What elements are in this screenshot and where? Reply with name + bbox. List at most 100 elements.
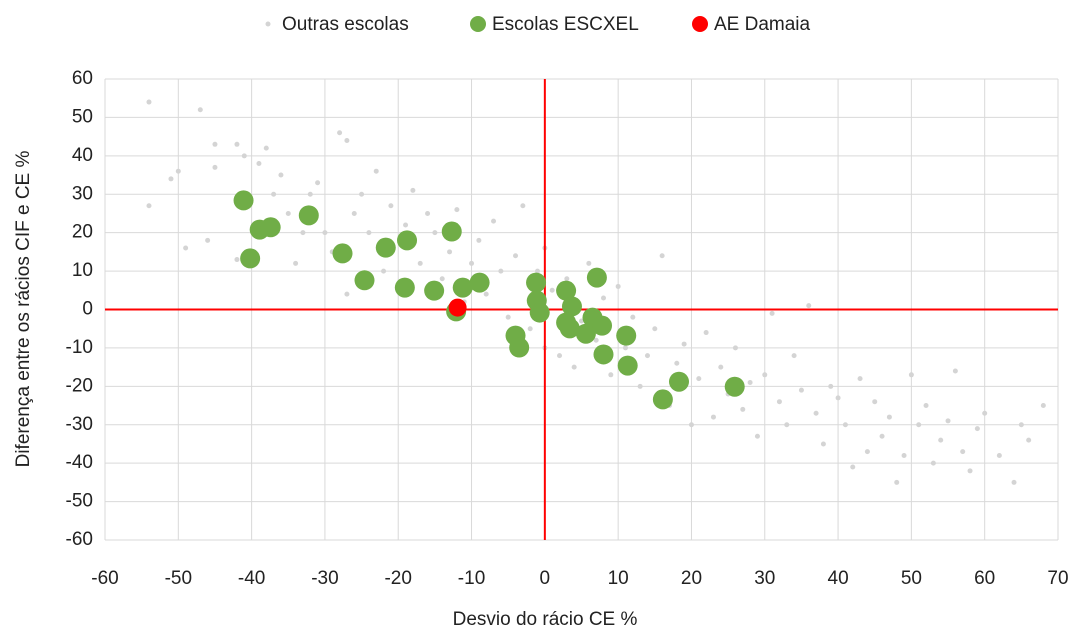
- point: [1040, 403, 1046, 409]
- point: [769, 310, 775, 316]
- point: [659, 253, 665, 259]
- point: [527, 326, 533, 332]
- point: [586, 267, 607, 288]
- point: [974, 426, 980, 432]
- y-tick-label: 10: [72, 260, 93, 281]
- point: [454, 207, 460, 213]
- point: [747, 379, 753, 385]
- point: [798, 387, 804, 393]
- point: [315, 180, 321, 186]
- point: [337, 130, 343, 136]
- x-tick-label: 70: [1047, 568, 1068, 589]
- point: [241, 153, 247, 159]
- point: [424, 280, 445, 301]
- point: [344, 137, 350, 143]
- x-tick-label: 40: [828, 568, 849, 589]
- point: [652, 326, 658, 332]
- point: [205, 237, 211, 243]
- point: [754, 433, 760, 439]
- y-tick-label: -10: [66, 337, 93, 358]
- point: [637, 383, 643, 389]
- point: [197, 107, 203, 113]
- point: [776, 399, 782, 405]
- point: [447, 249, 453, 255]
- point: [234, 257, 240, 263]
- point: [703, 330, 709, 336]
- point: [344, 291, 350, 297]
- point: [240, 248, 261, 269]
- point: [923, 403, 929, 409]
- point: [564, 276, 570, 282]
- point: [410, 187, 416, 193]
- point: [617, 355, 638, 376]
- point: [674, 360, 680, 366]
- point: [806, 303, 812, 309]
- point: [394, 277, 415, 298]
- point: [593, 337, 599, 343]
- point: [448, 298, 467, 317]
- point: [183, 245, 189, 251]
- point: [835, 395, 841, 401]
- point: [359, 191, 365, 197]
- y-tick-label: 20: [72, 222, 93, 243]
- point: [307, 191, 313, 197]
- point: [366, 230, 372, 236]
- point: [916, 422, 922, 428]
- point: [212, 141, 218, 147]
- point: [718, 364, 724, 370]
- x-tick-label: 10: [608, 568, 629, 589]
- point: [469, 272, 490, 293]
- point: [668, 371, 689, 392]
- point: [561, 296, 582, 317]
- point: [397, 230, 418, 251]
- y-tick-label: 0: [82, 299, 93, 320]
- y-axis-title: Diferença entre os rácios CIF e CE %: [13, 151, 34, 468]
- point: [762, 372, 768, 378]
- point: [688, 422, 694, 428]
- point: [586, 260, 592, 266]
- point: [439, 276, 445, 282]
- point: [212, 164, 218, 170]
- point: [967, 468, 973, 474]
- legend-label: AE Damaia: [714, 14, 811, 35]
- point: [432, 230, 438, 236]
- point: [571, 364, 577, 370]
- point: [894, 479, 900, 485]
- point: [285, 210, 291, 216]
- legend-marker: [470, 16, 486, 32]
- x-tick-label: -60: [91, 568, 118, 589]
- point: [483, 291, 489, 297]
- point: [879, 433, 885, 439]
- legend-marker: [692, 16, 708, 32]
- point: [375, 237, 396, 258]
- y-tick-label: -20: [66, 375, 93, 396]
- point: [857, 376, 863, 382]
- point: [652, 389, 673, 410]
- point: [791, 353, 797, 359]
- point: [886, 414, 892, 420]
- point: [233, 190, 254, 211]
- point: [575, 323, 596, 344]
- point: [724, 376, 745, 397]
- point: [842, 422, 848, 428]
- point: [271, 191, 277, 197]
- point: [784, 422, 790, 428]
- point: [256, 161, 262, 167]
- point: [373, 168, 379, 174]
- point: [476, 237, 482, 243]
- point: [146, 203, 152, 209]
- point: [820, 441, 826, 447]
- point: [600, 295, 606, 301]
- y-tick-label: 30: [72, 183, 93, 204]
- point: [1011, 479, 1017, 485]
- point: [930, 460, 936, 466]
- point: [732, 345, 738, 351]
- point: [298, 205, 319, 226]
- point: [952, 368, 958, 374]
- point: [938, 437, 944, 443]
- point: [616, 325, 637, 346]
- point: [417, 260, 423, 266]
- point: [234, 141, 240, 147]
- point: [381, 268, 387, 274]
- point: [681, 341, 687, 347]
